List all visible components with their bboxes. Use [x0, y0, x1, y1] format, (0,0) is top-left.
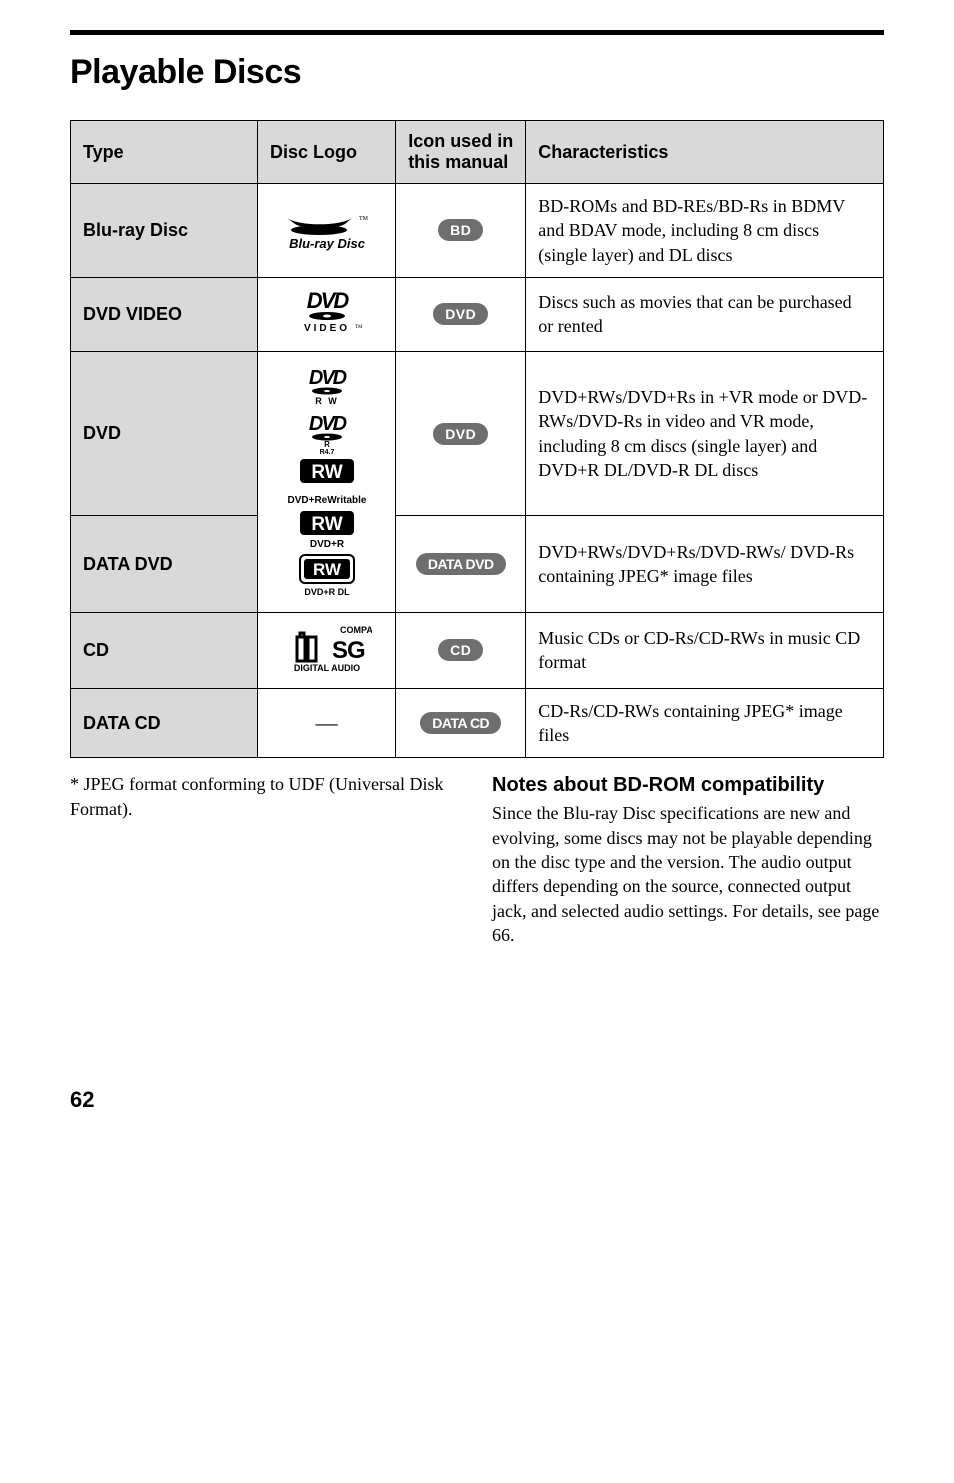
- svg-text:DVD: DVD: [306, 288, 349, 313]
- table-row: CD COMPACT SG DIGITAL AUDIO CD Music CDs…: [71, 612, 884, 688]
- logo-datacd: —: [257, 688, 395, 758]
- top-rule: [70, 30, 884, 35]
- dvd-rw-logo-icon: DVD R W: [292, 366, 362, 408]
- svg-text:COMPACT: COMPACT: [340, 625, 372, 635]
- footer-columns: * JPEG format conforming to UDF (Univers…: [70, 772, 884, 947]
- page-title: Playable Discs: [70, 53, 884, 92]
- type-bluray: Blu-ray Disc: [71, 184, 258, 278]
- table-row: DATA DVD DATA DVD DVD+RWs/DVD+Rs/DVD-RWs…: [71, 516, 884, 613]
- svg-text:RW: RW: [313, 560, 342, 579]
- svg-text:RW: RW: [311, 514, 342, 535]
- playable-discs-table: Type Disc Logo Icon used in this manual …: [70, 120, 884, 758]
- table-row: DATA CD — DATA CD CD-Rs/CD-RWs containin…: [71, 688, 884, 758]
- header-type: Type: [71, 121, 258, 184]
- rw-dvdrdl-box-logo-icon: RW DVD+R DL: [299, 554, 355, 598]
- dvd-badge-icon: DVD: [433, 303, 488, 325]
- svg-text:VIDEO: VIDEO: [304, 323, 350, 334]
- table-row: DVD DVD R W DVD R R4.7: [71, 351, 884, 515]
- svg-text:SG: SG: [332, 637, 365, 664]
- svg-text:R W: R W: [315, 396, 339, 406]
- header-icon: Icon used in this manual: [396, 121, 526, 184]
- logo-dvdvideo: DVD VIDEO TM: [257, 277, 395, 351]
- type-dvdvideo: DVD VIDEO: [71, 277, 258, 351]
- svg-text:DVD: DVD: [308, 413, 346, 435]
- svg-text:TM: TM: [359, 216, 369, 222]
- logo-dvd-group: DVD R W DVD R R4.7 RW: [257, 351, 395, 612]
- icon-datadvd: DATA DVD: [396, 516, 526, 613]
- footnote-right: Notes about BD-ROM compatibility Since t…: [492, 772, 884, 947]
- svg-text:DVD+R DL: DVD+R DL: [304, 587, 350, 597]
- dvd-rewritable-text-icon: DVD+ReWritable: [277, 492, 377, 506]
- icon-dvd: DVD: [396, 351, 526, 515]
- rw-dvdr-box-logo-icon: RW DVD+R: [299, 510, 355, 550]
- icon-cd: CD: [396, 612, 526, 688]
- notes-heading: Notes about BD-ROM compatibility: [492, 772, 884, 799]
- header-logo: Disc Logo: [257, 121, 395, 184]
- char-bluray: BD-ROMs and BD-REs/BD-Rs in BDMV and BDA…: [526, 184, 884, 278]
- char-datacd: CD-Rs/CD-RWs containing JPEG* image file…: [526, 688, 884, 758]
- svg-text:DIGITAL AUDIO: DIGITAL AUDIO: [293, 663, 359, 673]
- svg-text:R4.7: R4.7: [319, 449, 334, 454]
- type-datadvd: DATA DVD: [71, 516, 258, 613]
- compact-disc-logo-icon: COMPACT SG DIGITAL AUDIO: [282, 623, 372, 673]
- svg-text:RW: RW: [311, 462, 342, 483]
- data-cd-badge-icon: DATA CD: [420, 712, 501, 734]
- icon-dvdvideo: DVD: [396, 277, 526, 351]
- notes-body: Since the Blu-ray Disc specifications ar…: [492, 801, 884, 947]
- char-dvdvideo: Discs such as movies that can be purchas…: [526, 277, 884, 351]
- type-cd: CD: [71, 612, 258, 688]
- logo-bluray: Blu-ray Disc TM: [257, 184, 395, 278]
- svg-text:DVD+R: DVD+R: [309, 539, 344, 550]
- bluray-disc-logo-icon: Blu-ray Disc TM: [277, 204, 377, 252]
- dvd-r-logo-icon: DVD R R4.7: [292, 412, 362, 454]
- header-characteristics: Characteristics: [526, 121, 884, 184]
- data-dvd-badge-icon: DATA DVD: [416, 553, 506, 575]
- svg-text:TM: TM: [355, 325, 363, 330]
- char-cd: Music CDs or CD-Rs/CD-RWs in music CD fo…: [526, 612, 884, 688]
- icon-datacd: DATA CD: [396, 688, 526, 758]
- dvd-badge-icon: DVD: [433, 423, 488, 445]
- svg-text:R: R: [324, 440, 330, 449]
- bd-badge-icon: BD: [438, 219, 483, 241]
- table-header-row: Type Disc Logo Icon used in this manual …: [71, 121, 884, 184]
- icon-bluray: BD: [396, 184, 526, 278]
- footnote-left: * JPEG format conforming to UDF (Univers…: [70, 772, 462, 947]
- svg-text:DVD: DVD: [308, 367, 346, 389]
- char-datadvd: DVD+RWs/DVD+Rs/DVD-RWs/ DVD-Rs containin…: [526, 516, 884, 613]
- svg-text:DVD+ReWritable: DVD+ReWritable: [287, 495, 366, 506]
- table-row: DVD VIDEO DVD VIDEO TM DVD Discs such as…: [71, 277, 884, 351]
- dvd-video-logo-icon: DVD VIDEO TM: [287, 288, 367, 336]
- page-number: 62: [70, 1087, 884, 1113]
- cd-badge-icon: CD: [438, 639, 483, 661]
- rw-box-logo-icon: RW: [299, 458, 355, 488]
- logo-cd: COMPACT SG DIGITAL AUDIO: [257, 612, 395, 688]
- char-dvd: DVD+RWs/DVD+Rs in +VR mode or DVD-RWs/DV…: [526, 351, 884, 515]
- page-container: Playable Discs Type Disc Logo Icon used …: [0, 0, 954, 1143]
- svg-text:Blu-ray Disc: Blu-ray Disc: [289, 236, 366, 251]
- table-row: Blu-ray Disc Blu-ray Disc TM BD BD-ROMs …: [71, 184, 884, 278]
- no-logo-icon: —: [316, 710, 338, 735]
- type-dvd: DVD: [71, 351, 258, 515]
- type-datacd: DATA CD: [71, 688, 258, 758]
